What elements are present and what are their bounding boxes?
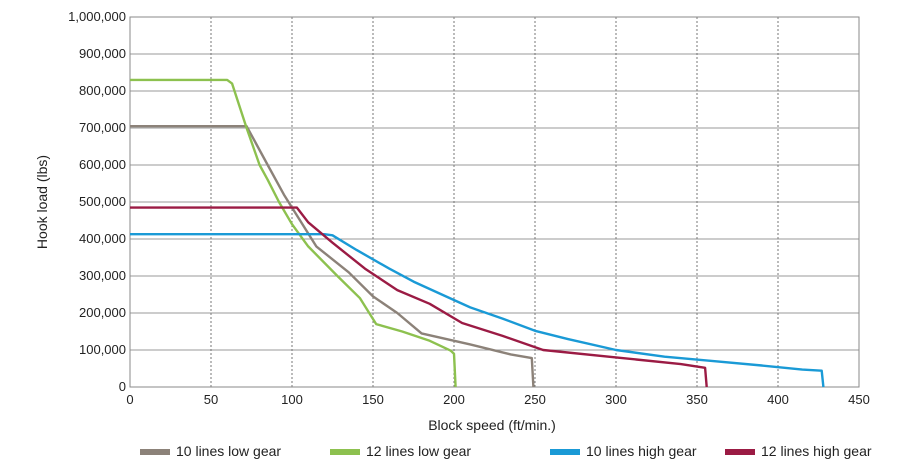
x-tick-label: 200: [443, 392, 465, 407]
legend-label: 12 lines high gear: [761, 443, 872, 459]
y-tick-label: 800,000: [79, 83, 126, 98]
y-tick-label: 200,000: [79, 305, 126, 320]
x-tick-label: 50: [204, 392, 218, 407]
x-tick-label: 450: [848, 392, 870, 407]
x-tick-label: 150: [362, 392, 384, 407]
grid-lines: [130, 17, 859, 387]
series-line-2: [130, 78, 457, 388]
x-tick-label: 250: [524, 392, 546, 407]
series-line-1: [130, 124, 535, 388]
y-tick-label: 600,000: [79, 157, 126, 172]
series-line-3: [130, 232, 825, 388]
x-axis-ticks: 0 50 100 150 200 250 300 350 400 450: [126, 392, 869, 407]
legend-swatch: [330, 449, 360, 455]
x-axis-title: Block speed (ft/min.): [428, 417, 556, 433]
legend-swatch: [725, 449, 755, 455]
y-axis-title: Hook load (lbs): [34, 155, 50, 249]
legend-swatch: [550, 449, 580, 455]
legend-label: 10 lines low gear: [176, 443, 281, 459]
legend: 10 lines low gear 12 lines low gear 10 lin…: [140, 443, 872, 459]
y-axis-ticks: 0 100,000 200,000 300,000 400,000 500,000 600,…: [68, 9, 126, 394]
legend-label: 12 lines low gear: [366, 443, 471, 459]
y-tick-label: 700,000: [79, 120, 126, 135]
y-tick-label: 900,000: [79, 46, 126, 61]
y-tick-label: 500,000: [79, 194, 126, 209]
series-lines: [130, 78, 825, 388]
x-tick-label: 350: [686, 392, 708, 407]
x-tick-label: 300: [605, 392, 627, 407]
y-tick-label: 300,000: [79, 268, 126, 283]
y-tick-label: 1,000,000: [68, 9, 126, 24]
legend-label: 10 lines high gear: [586, 443, 697, 459]
x-tick-label: 400: [767, 392, 789, 407]
plot-area-frame: [129, 16, 860, 388]
legend-swatch: [140, 449, 170, 455]
series-line-4: [130, 206, 708, 388]
y-tick-label: 400,000: [79, 231, 126, 246]
y-tick-label: 100,000: [79, 342, 126, 357]
x-tick-label: 0: [126, 392, 133, 407]
x-tick-label: 100: [281, 392, 303, 407]
y-tick-label: 0: [119, 379, 126, 394]
